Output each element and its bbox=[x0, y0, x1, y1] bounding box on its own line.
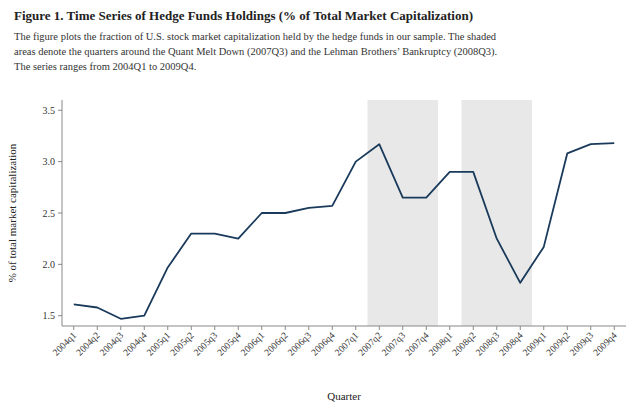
x-tick bbox=[332, 326, 333, 330]
y-tick bbox=[58, 213, 62, 214]
x-tick-label: 2008q1 bbox=[427, 330, 454, 357]
x-tick-label: 2009q1 bbox=[521, 330, 548, 357]
x-tick-label: 2009q3 bbox=[568, 330, 595, 357]
y-tick bbox=[58, 161, 62, 162]
x-tick bbox=[567, 326, 568, 330]
y-tick-label: 2.5 bbox=[43, 208, 56, 219]
x-tick-label: 2004q4 bbox=[121, 330, 148, 357]
x-tick-label: 2006q2 bbox=[262, 330, 289, 357]
x-tick-label: 2008q3 bbox=[474, 330, 501, 357]
x-tick bbox=[355, 326, 356, 330]
x-axis-line bbox=[62, 326, 626, 327]
x-tick bbox=[167, 326, 168, 330]
x-tick-label: 2007q2 bbox=[356, 330, 383, 357]
x-tick bbox=[449, 326, 450, 330]
shaded-region bbox=[462, 100, 533, 326]
x-tick bbox=[308, 326, 309, 330]
x-tick bbox=[261, 326, 262, 330]
x-tick-label: 2009q2 bbox=[544, 330, 571, 357]
x-tick-label: 2005q3 bbox=[192, 330, 219, 357]
y-tick-label: 3.5 bbox=[43, 105, 56, 116]
x-tick-label: 2004q2 bbox=[74, 330, 101, 357]
caption: areas denote the quarters around the Qua… bbox=[14, 46, 497, 58]
x-tick-label: 2008q2 bbox=[450, 330, 477, 357]
y-tick-label: 2.0 bbox=[43, 259, 56, 270]
x-tick bbox=[614, 326, 615, 330]
y-tick bbox=[58, 110, 62, 111]
caption: The series ranges from 2004Q1 to 2009Q4. bbox=[14, 61, 196, 72]
x-tick bbox=[496, 326, 497, 330]
x-tick bbox=[120, 326, 121, 330]
x-tick bbox=[285, 326, 286, 330]
x-tick-label: 2005q1 bbox=[145, 330, 172, 357]
x-tick-label: 2004q1 bbox=[51, 330, 78, 357]
x-tick bbox=[191, 326, 192, 330]
x-tick bbox=[238, 326, 239, 330]
x-tick bbox=[97, 326, 98, 330]
y-tick-label: 3.0 bbox=[43, 156, 56, 167]
x-tick-label: 2008q4 bbox=[497, 330, 524, 357]
x-tick bbox=[520, 326, 521, 330]
plot-area bbox=[74, 100, 615, 326]
x-tick-label: 2006q4 bbox=[309, 330, 336, 357]
x-tick-label: 2009q4 bbox=[591, 330, 618, 357]
y-axis-label: % of total market capitalization bbox=[6, 143, 18, 282]
x-axis-label: Quarter bbox=[327, 390, 361, 402]
y-tick-label: 1.5 bbox=[43, 310, 56, 321]
chart: Figure 1. Time Series of Hedge Funds Hol… bbox=[0, 0, 640, 408]
x-tick bbox=[473, 326, 474, 330]
x-tick-label: 2005q2 bbox=[168, 330, 195, 357]
x-tick-label: 2006q1 bbox=[239, 330, 266, 357]
series-line bbox=[74, 143, 615, 319]
x-tick bbox=[144, 326, 145, 330]
x-tick bbox=[590, 326, 591, 330]
x-tick-label: 2007q1 bbox=[333, 330, 360, 357]
x-tick-label: 2004q3 bbox=[98, 330, 125, 357]
y-tick bbox=[58, 315, 62, 316]
x-tick bbox=[73, 326, 74, 330]
x-tick-label: 2005q4 bbox=[215, 330, 242, 357]
x-tick bbox=[402, 326, 403, 330]
x-tick bbox=[379, 326, 380, 330]
x-tick-label: 2006q3 bbox=[286, 330, 313, 357]
x-tick bbox=[543, 326, 544, 330]
x-tick-label: 2007q4 bbox=[403, 330, 430, 357]
x-tick-label: 2007q3 bbox=[380, 330, 407, 357]
y-tick bbox=[58, 264, 62, 265]
x-tick bbox=[214, 326, 215, 330]
title: Figure 1. Time Series of Hedge Funds Hol… bbox=[14, 8, 473, 23]
x-tick bbox=[426, 326, 427, 330]
caption: The figure plots the fraction of U.S. st… bbox=[14, 31, 497, 42]
shaded-region bbox=[368, 100, 439, 326]
